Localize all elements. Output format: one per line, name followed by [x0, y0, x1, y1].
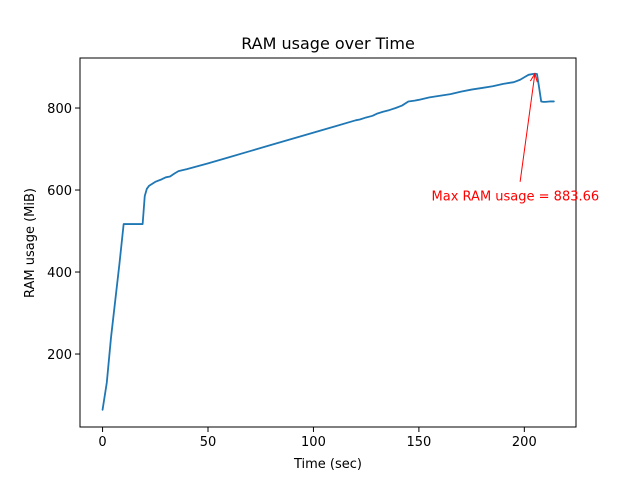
plot-area: 0 50 100 150 200 200 400 600 800 Max RAM usage = …	[47, 57, 600, 450]
y-axis-label: RAM usage (MiB)	[23, 188, 38, 298]
y-tick-label: 200	[47, 348, 72, 363]
x-axis-label: Time (sec)	[293, 457, 362, 472]
max-ram-annotation-label: Max RAM usage = 883.66	[432, 190, 600, 205]
chart-title: RAM usage over Time	[241, 34, 415, 53]
ram-usage-line	[101, 72, 555, 411]
plot-frame	[79, 57, 577, 428]
x-tick-label: 100	[301, 435, 326, 450]
y-tick-label: 600	[47, 184, 72, 199]
annotation-arrow-head	[529, 72, 538, 83]
y-tick-label: 400	[47, 266, 72, 281]
annotation-arrow-shaft	[519, 73, 536, 182]
x-tick-label: 50	[200, 435, 217, 450]
x-tick-label: 0	[98, 435, 106, 450]
x-tick-label: 150	[406, 435, 431, 450]
x-tick-label: 200	[512, 435, 537, 450]
y-tick-label: 800	[47, 102, 72, 117]
